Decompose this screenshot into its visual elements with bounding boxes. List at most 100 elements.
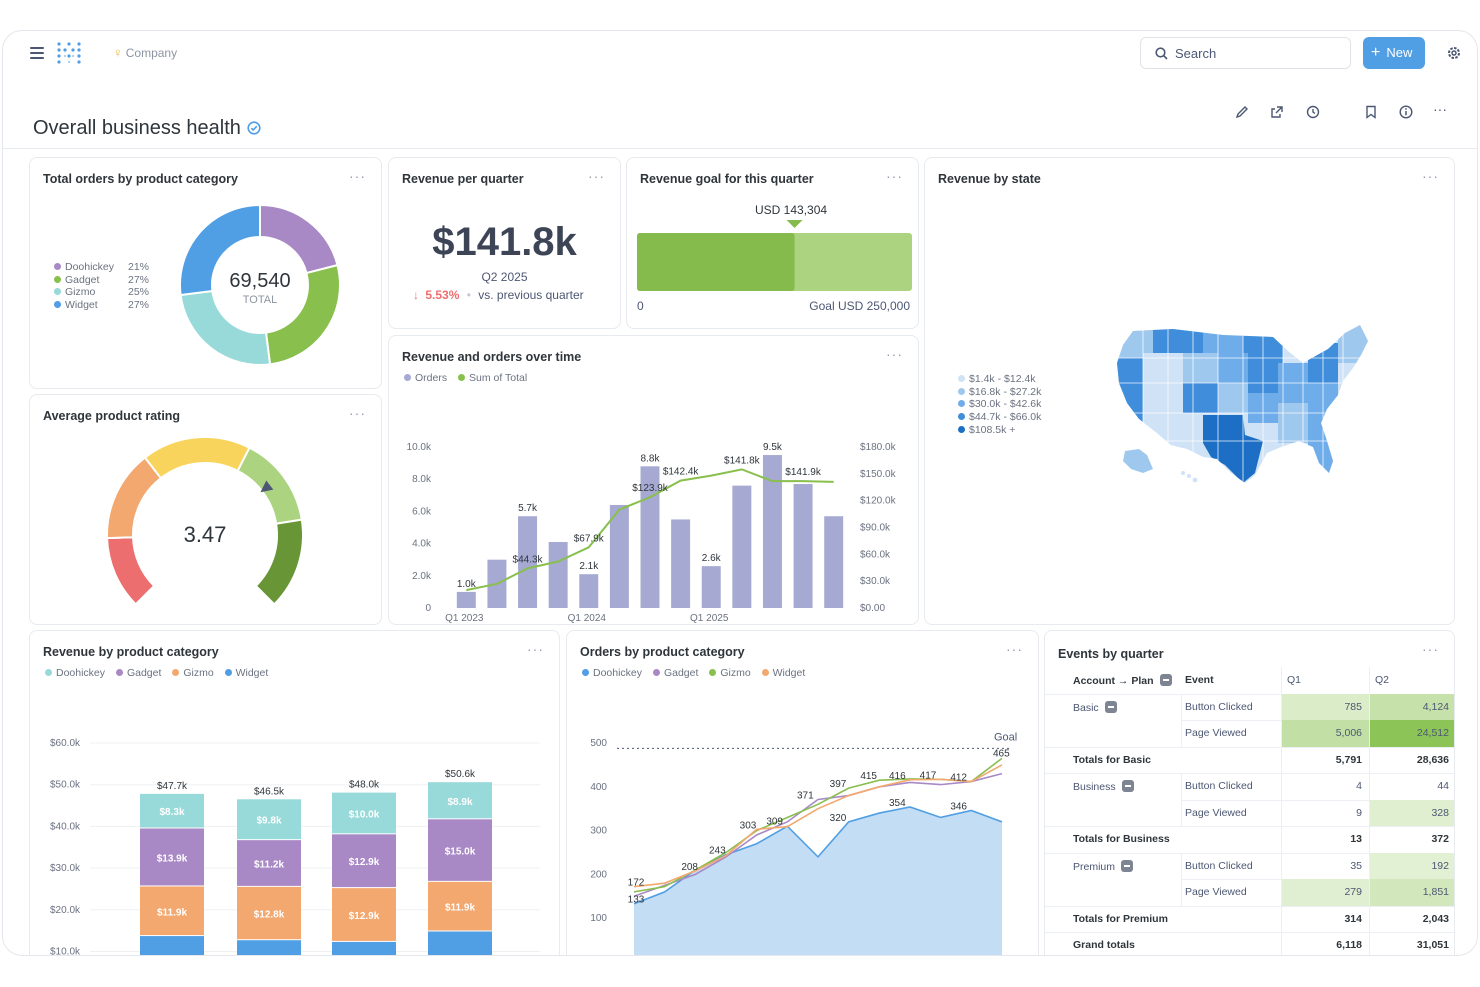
card-menu-icon[interactable]: ···: [349, 168, 366, 184]
legend-item[interactable]: Gizmo: [709, 667, 751, 679]
stacked-bar-segment[interactable]: [237, 940, 301, 956]
card-revenue-quarter: Revenue per quarter ··· $141.8k Q2 2025 …: [388, 157, 621, 329]
more-icon[interactable]: ···: [1433, 101, 1447, 117]
card-menu-icon[interactable]: ···: [588, 168, 605, 184]
y2-tick-label: $60.0k: [860, 549, 891, 560]
card-menu-icon[interactable]: ···: [527, 641, 544, 657]
series-line[interactable]: [633, 764, 1003, 888]
stacked-bar-segment[interactable]: [428, 782, 492, 819]
legend-item[interactable]: Widget 27%: [54, 299, 149, 312]
legend-item[interactable]: $108.5k +: [958, 424, 1041, 437]
stacked-bar-segment[interactable]: [140, 886, 204, 936]
stacked-bar-segment[interactable]: [332, 941, 396, 956]
bar-total-label: $50.6k: [445, 769, 476, 780]
card-menu-icon[interactable]: ···: [1422, 641, 1439, 657]
legend-dot: [958, 387, 965, 395]
orders-bar[interactable]: [518, 516, 538, 608]
collapse-icon[interactable]: [1121, 859, 1134, 872]
stacked-bar-segment[interactable]: [428, 881, 492, 931]
pivot-plan-cell[interactable]: Basic: [1045, 694, 1181, 721]
legend-item[interactable]: Widget: [761, 667, 806, 679]
gear-icon[interactable]: [1446, 45, 1462, 66]
collapse-icon[interactable]: [1121, 780, 1134, 793]
pivot-cell-text: 4,124: [1422, 700, 1449, 713]
legend-item[interactable]: $1.4k - $12.4k: [958, 373, 1041, 386]
new-button[interactable]: + New: [1363, 37, 1425, 69]
pivot-event-cell: Page Viewed: [1181, 720, 1281, 747]
stacked-bar-segment[interactable]: [140, 828, 204, 886]
legend-item[interactable]: Gizmo 25%: [54, 286, 149, 299]
stacked-bar-segment[interactable]: [332, 834, 396, 888]
stacked-bar-segment[interactable]: [237, 886, 301, 940]
orders-bar[interactable]: [824, 516, 844, 608]
share-icon[interactable]: [1270, 105, 1284, 124]
stacked-bar-segment[interactable]: [140, 793, 204, 828]
legend-item[interactable]: Gizmo: [172, 667, 214, 679]
edit-icon[interactable]: [1235, 105, 1249, 124]
pivot-header-q2: Q2: [1369, 667, 1454, 694]
legend-item[interactable]: Sum of Total: [458, 372, 527, 384]
stacked-bar-segment[interactable]: [428, 931, 492, 956]
orders-bar[interactable]: [640, 466, 660, 608]
legend-item[interactable]: $44.7k - $66.0k: [958, 411, 1041, 424]
pivot-cell-text: Event: [1185, 674, 1214, 687]
revenue-data-label: $141.8k: [724, 455, 761, 466]
legend-item[interactable]: Gadget: [115, 667, 161, 679]
orders-bar[interactable]: [762, 455, 782, 608]
legend-item[interactable]: Doohickey 21%: [54, 261, 149, 274]
legend-item[interactable]: $16.8k - $27.2k: [958, 386, 1041, 399]
stacked-bar-segment[interactable]: [237, 840, 301, 886]
stacked-bar-segment[interactable]: [428, 819, 492, 881]
legend-item[interactable]: Widget: [224, 667, 268, 679]
donut-slice[interactable]: [259, 203, 339, 275]
legend-item[interactable]: $30.0k - $42.6k: [958, 398, 1041, 411]
card-avg-rating: Average product rating ··· 3.47: [29, 394, 382, 625]
stacked-bar-segment[interactable]: [332, 888, 396, 941]
legend-label: Widget: [772, 667, 806, 679]
bookmark-icon[interactable]: [1365, 105, 1377, 124]
map-alaska[interactable]: [1123, 449, 1153, 473]
pivot-plan-cell[interactable]: Business: [1045, 773, 1181, 800]
stacked-bar-segment[interactable]: [140, 936, 204, 956]
collapse-icon[interactable]: [1159, 674, 1172, 687]
pivot-event-cell: Button Clicked: [1181, 694, 1281, 721]
pivot-plan-cell[interactable]: Premium: [1045, 853, 1181, 880]
logo-icon[interactable]: [56, 41, 82, 70]
pivot-cell-text: Page Viewed: [1185, 886, 1247, 899]
info-icon[interactable]: [1399, 105, 1413, 124]
goal-value: 465: [993, 748, 1010, 759]
orders-bar[interactable]: [579, 574, 599, 608]
breadcrumb[interactable]: ♀ Company: [113, 45, 177, 60]
orders-bar[interactable]: [732, 485, 752, 608]
stacked-bar-segment[interactable]: [237, 799, 301, 840]
stacked-bar-segment[interactable]: [332, 792, 396, 834]
map-hawaii[interactable]: [1181, 471, 1198, 483]
card-menu-icon[interactable]: ···: [886, 346, 903, 362]
card-menu-icon[interactable]: ···: [1422, 168, 1439, 184]
card-menu-icon[interactable]: ···: [1006, 641, 1023, 657]
orders-bar[interactable]: [701, 566, 721, 608]
legend-item[interactable]: Gadget 27%: [54, 274, 149, 287]
legend-item[interactable]: Doohickey: [45, 667, 105, 679]
legend-label: Gizmo: [65, 286, 96, 299]
orders-bar[interactable]: [609, 504, 629, 608]
search-input[interactable]: Search: [1140, 37, 1351, 69]
orders-bar[interactable]: [548, 541, 568, 608]
y-tick-label: 4.0k: [412, 539, 432, 550]
orders-bar[interactable]: [671, 519, 691, 608]
segment-label: $8.9k: [447, 797, 472, 808]
legend-item[interactable]: Doohickey: [582, 667, 642, 679]
donut-slice[interactable]: [179, 203, 261, 297]
collapse-icon[interactable]: [1104, 700, 1117, 713]
history-icon[interactable]: [1306, 105, 1320, 124]
orders-bar[interactable]: [456, 591, 476, 608]
legend-item[interactable]: Gadget: [652, 667, 698, 679]
legend-item[interactable]: Orders: [404, 372, 447, 384]
menu-icon[interactable]: [30, 47, 44, 59]
legend-label: Gadget: [65, 273, 100, 286]
series-line[interactable]: [633, 772, 1003, 898]
card-menu-icon[interactable]: ···: [349, 405, 366, 421]
card-menu-icon[interactable]: ···: [886, 168, 903, 184]
orders-bar[interactable]: [793, 484, 813, 608]
